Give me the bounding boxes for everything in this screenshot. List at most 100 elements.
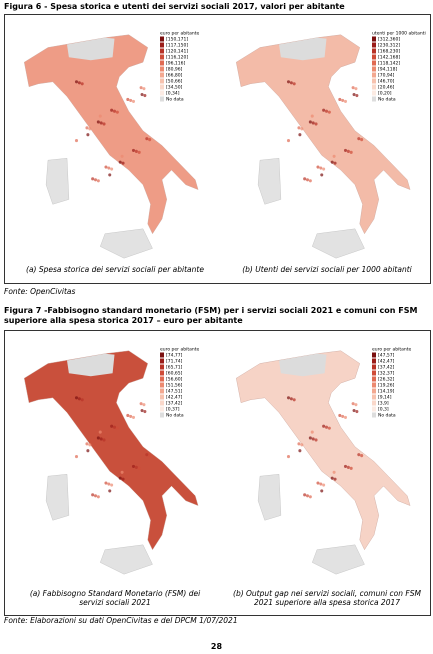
municipality [289, 81, 293, 85]
legend-swatch [372, 48, 376, 54]
figure-title: Figura 7 -Fabbisogno standard monetario … [4, 306, 418, 325]
municipality [96, 120, 100, 124]
legend-swatch [160, 42, 164, 48]
legend-swatch [160, 36, 164, 42]
municipality [102, 122, 106, 126]
legend-label: [20,46] [378, 85, 395, 91]
municipality [96, 436, 100, 440]
municipality [346, 149, 350, 153]
legend-swatch [372, 400, 376, 406]
legend-swatch [372, 394, 376, 400]
municipality [112, 109, 117, 113]
municipality [77, 397, 81, 401]
municipality [319, 482, 323, 486]
municipality [333, 161, 337, 165]
municipality [327, 110, 331, 114]
municipality [74, 80, 79, 84]
figure-box: euro per abitante [150,171] [117,150] [120,… [4, 14, 431, 284]
municipality [142, 87, 146, 91]
legend-swatch [160, 364, 164, 370]
municipality [115, 110, 119, 114]
municipality [300, 127, 304, 131]
municipality [314, 122, 318, 126]
municipality [74, 139, 79, 143]
legend-label: [51,56] [166, 383, 183, 389]
municipality [310, 430, 314, 434]
legend-title: euro per abitante [160, 347, 199, 353]
municipality [316, 481, 320, 485]
municipality [341, 414, 345, 418]
caption: (a) Spesa storica dei servizi sociali pe… [26, 265, 204, 274]
municipality [330, 160, 334, 164]
municipality [303, 493, 307, 497]
legend-label: [116,120] [166, 55, 188, 61]
municipality [343, 415, 348, 419]
region-no-data [279, 353, 327, 377]
italy-map: utenti per 1000 abitanti[312,360][230,31… [235, 31, 426, 259]
municipality [286, 80, 291, 84]
municipality [311, 121, 315, 125]
municipality [118, 476, 122, 480]
municipality [286, 396, 291, 400]
legend-label: [96,116] [166, 61, 186, 67]
legend-label: No data [378, 97, 396, 103]
municipality [303, 177, 307, 181]
municipality [93, 178, 98, 182]
municipality [332, 154, 336, 158]
legend-label: [70,94] [378, 73, 395, 79]
region-no-data [67, 353, 115, 377]
municipality [308, 179, 312, 183]
legend-swatch [160, 406, 164, 412]
municipality [316, 165, 320, 169]
map: euro per abitante [47,57] [42,47] [37,42] [3… [217, 331, 429, 579]
legend-swatch [160, 358, 164, 364]
municipality [349, 150, 353, 154]
legend-swatch [160, 72, 164, 78]
municipality [88, 127, 92, 131]
municipality [338, 97, 342, 102]
figure-title: Figura 6 - Spesa storica e utenti dei se… [4, 2, 345, 11]
municipality [343, 464, 348, 468]
municipality [115, 426, 119, 430]
municipality [352, 92, 356, 97]
municipality [118, 160, 122, 164]
municipality [322, 108, 326, 112]
municipality [297, 442, 301, 446]
municipality [357, 137, 361, 141]
legend-label: [94,118] [378, 67, 398, 73]
municipality [91, 493, 95, 497]
municipality [324, 425, 329, 429]
legend-swatch [160, 60, 164, 66]
source: Fonte: OpenCivitas [4, 287, 76, 296]
legend-label: [60,65] [166, 371, 183, 377]
legend-swatch [160, 352, 164, 358]
region-no-data [99, 544, 153, 575]
legend-swatch [372, 370, 376, 376]
legend-label: [74,77] [166, 353, 183, 359]
municipality [308, 436, 312, 440]
municipality [107, 482, 111, 486]
legend-label: [0,34] [166, 91, 180, 97]
caption: (b) Output gap nei servizi sociali, comu… [233, 589, 421, 607]
municipality [85, 442, 89, 446]
legend-swatch [372, 60, 376, 66]
legend-label: [50,66] [166, 79, 183, 85]
legend-label: [42,47] [378, 359, 395, 365]
municipality [322, 167, 326, 171]
legend-label: [120,141] [166, 49, 188, 55]
municipality [305, 178, 310, 182]
legend-label: [0,20] [378, 91, 392, 97]
municipality [314, 438, 318, 442]
municipality [80, 398, 84, 402]
legend-swatch [372, 406, 376, 412]
municipality [80, 82, 84, 86]
legend-label: [46,70] [378, 79, 395, 85]
legend-label: [56,60] [166, 377, 183, 383]
map: euro per abitante [74,77] [71,74] [65,71] [6… [5, 331, 217, 579]
municipality [145, 137, 149, 141]
municipality [310, 114, 314, 118]
municipality [140, 92, 144, 97]
caption: (b) Utenti dei servizi sociali per 1000 … [242, 265, 412, 274]
municipality [121, 477, 125, 481]
legend-title: euro per abitante [160, 31, 199, 37]
